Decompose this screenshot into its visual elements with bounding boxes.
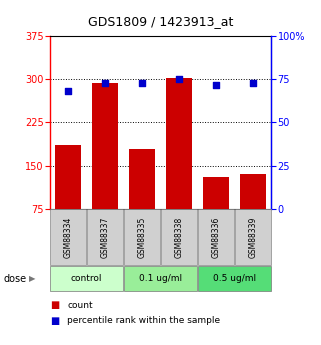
Point [140,80,145,86]
FancyBboxPatch shape [198,266,271,291]
Text: GSM88337: GSM88337 [100,217,110,258]
Text: GSM88338: GSM88338 [174,217,184,258]
Text: GSM88336: GSM88336 [211,217,221,258]
Text: GDS1809 / 1423913_at: GDS1809 / 1423913_at [88,16,233,29]
FancyBboxPatch shape [198,209,234,265]
Text: 0.5 ug/ml: 0.5 ug/ml [213,274,256,283]
Text: dose: dose [3,274,26,284]
Text: GSM88339: GSM88339 [248,217,257,258]
FancyBboxPatch shape [235,209,271,265]
FancyBboxPatch shape [87,209,123,265]
Bar [203,177,229,209]
FancyBboxPatch shape [124,266,197,291]
Text: percentile rank within the sample: percentile rank within the sample [67,316,221,325]
Text: control: control [71,274,102,283]
FancyBboxPatch shape [50,209,86,265]
Text: ■: ■ [50,300,59,310]
Point [213,82,218,87]
Text: ■: ■ [50,316,59,326]
Text: GSM88334: GSM88334 [64,217,73,258]
Bar [92,83,118,209]
Bar [55,146,81,209]
FancyBboxPatch shape [50,266,123,291]
Point [66,89,71,94]
Text: GSM88335: GSM88335 [137,217,147,258]
FancyBboxPatch shape [124,209,160,265]
Bar [240,174,266,209]
Point [102,80,108,86]
Text: 0.1 ug/ml: 0.1 ug/ml [139,274,182,283]
FancyBboxPatch shape [161,209,197,265]
Bar [129,149,155,209]
Point [250,80,256,86]
Text: count: count [67,301,93,310]
Bar [166,78,192,209]
Point [177,77,182,82]
Text: ▶: ▶ [29,274,35,283]
